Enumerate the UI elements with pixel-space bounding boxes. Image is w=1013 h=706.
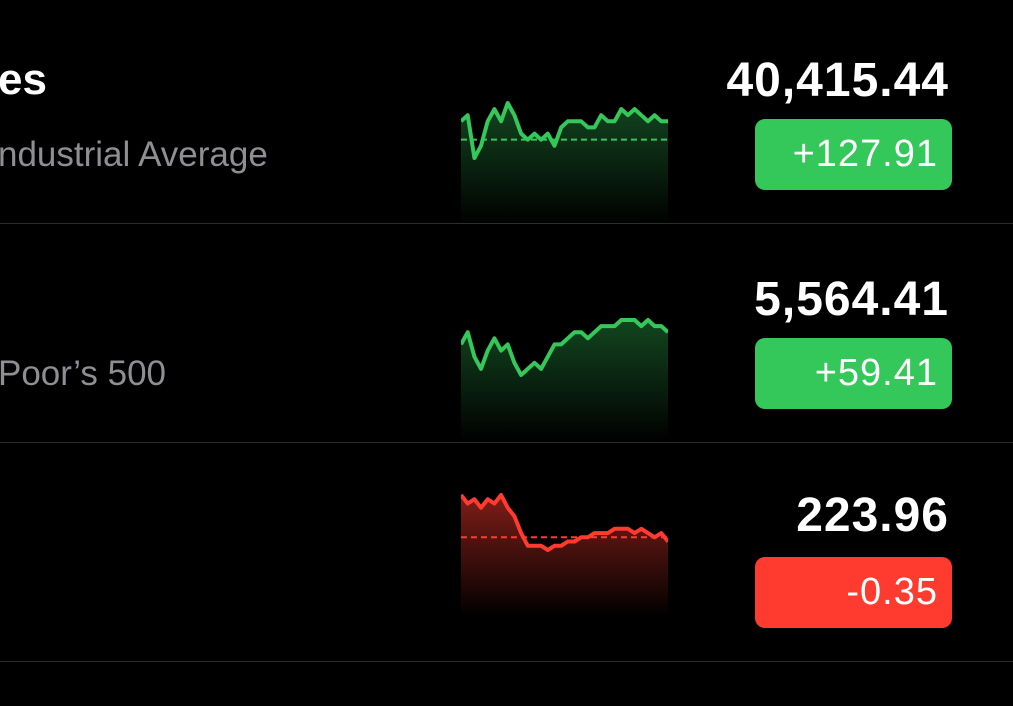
stock-symbol: es xyxy=(0,55,47,104)
stock-price: 5,564.41 xyxy=(754,273,949,326)
sparkline-chart xyxy=(461,493,668,617)
sparkline-line xyxy=(461,101,668,160)
stock-name: ndustrial Average xyxy=(0,135,268,174)
stock-name: Poor’s 500 xyxy=(0,354,166,393)
stock-row-1[interactable]: es ndustrial Average 40,415.44 +127.91 xyxy=(0,5,1013,225)
stock-row-2[interactable]: Poor’s 500 5,564.41 +59.41 xyxy=(0,224,1013,443)
sparkline-area xyxy=(461,495,668,617)
sparkline-area xyxy=(461,103,668,225)
sparkline-line xyxy=(461,493,668,552)
sparkline-chart xyxy=(461,318,668,442)
change-badge[interactable]: +127.91 xyxy=(755,119,952,190)
stock-price: 223.96 xyxy=(796,489,949,542)
stock-row-3[interactable]: 223.96 -0.35 xyxy=(0,443,1013,662)
stock-price: 40,415.44 xyxy=(726,54,949,107)
change-badge[interactable]: -0.35 xyxy=(755,557,952,628)
sparkline-area xyxy=(461,320,668,442)
change-badge[interactable]: +59.41 xyxy=(755,338,952,409)
sparkline-line xyxy=(461,318,668,377)
sparkline-chart xyxy=(461,101,668,225)
